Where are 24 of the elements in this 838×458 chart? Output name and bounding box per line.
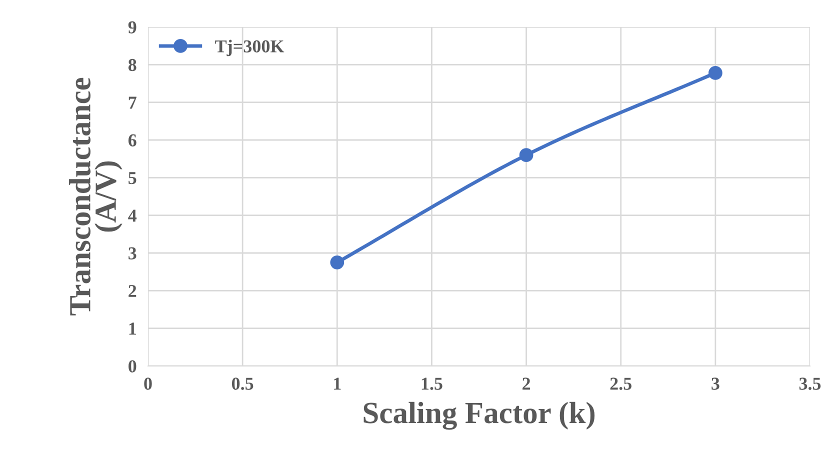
x-tick-label: 3.5 (799, 378, 821, 390)
point (519, 148, 534, 162)
y-tick-label: 7 (128, 96, 136, 109)
y-tick-label: 9 (128, 21, 136, 34)
x-tick-label: 0.5 (232, 378, 254, 390)
x-tick-label: 2 (522, 378, 530, 390)
y-tick-label: 4 (128, 210, 137, 222)
y-tick-label: 3 (128, 247, 136, 260)
y-tick-label: 8 (128, 58, 136, 72)
legend-label: Tj=300K (215, 40, 284, 56)
x-tick-label: 1.5 (422, 378, 442, 390)
x-tick-label: 0 (144, 378, 152, 390)
point (330, 255, 344, 270)
y-tick-label: 5 (128, 172, 136, 184)
y-tick-label: 2 (128, 284, 136, 297)
x-tick-label: 2.5 (610, 378, 632, 390)
y-tick-label: 1 (129, 322, 136, 335)
y-tick-label: 6 (128, 134, 136, 146)
x-tick-label: 3 (712, 378, 720, 390)
y-tick-label: 0 (128, 360, 136, 372)
x-axis-title: Scaling Factor (k) (364, 402, 595, 430)
y-axis-title: Transconductance (A/V) (69, 78, 122, 316)
point (708, 66, 722, 80)
x-tick-label: 1 (334, 378, 341, 390)
